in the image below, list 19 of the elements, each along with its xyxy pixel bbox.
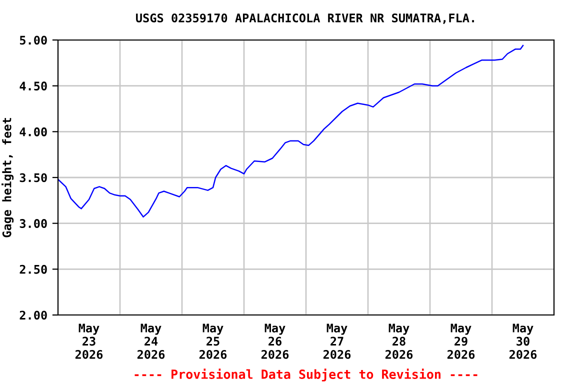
chart-title: USGS 02359170 APALACHICOLA RIVER NR SUMATRA,FLA. (136, 13, 474, 24)
y-tick-label: 3.50 (20, 173, 47, 182)
x-tick-label: May 24 2026 (137, 324, 165, 359)
y-tick-label: 2.00 (20, 310, 47, 320)
x-tick-label: May 30 2026 (509, 324, 537, 359)
text: ---- Provisional Data Subject to Revision ---- (134, 368, 478, 382)
x-tick-label: May 27 2026 (323, 324, 351, 359)
y-tick-label: 5.00 (20, 36, 47, 45)
x-tick-label: May 23 2026 (75, 324, 103, 359)
line-series (58, 44, 524, 218)
x-tick-label: May 25 2026 (199, 324, 227, 359)
x-tick-label: May 28 2026 (385, 324, 413, 359)
x-tick-label: May 26 2026 (261, 324, 289, 359)
y-tick-label: 4.50 (20, 82, 47, 90)
y-tick-label: 3.00 (20, 219, 47, 228)
y-tick-label: 4.00 (20, 127, 47, 136)
x-tick-label: May 29 2026 (447, 324, 475, 359)
y-tick-label: 2.50 (20, 264, 47, 274)
y-axis-title: Gage height, feet (2, 118, 14, 238)
